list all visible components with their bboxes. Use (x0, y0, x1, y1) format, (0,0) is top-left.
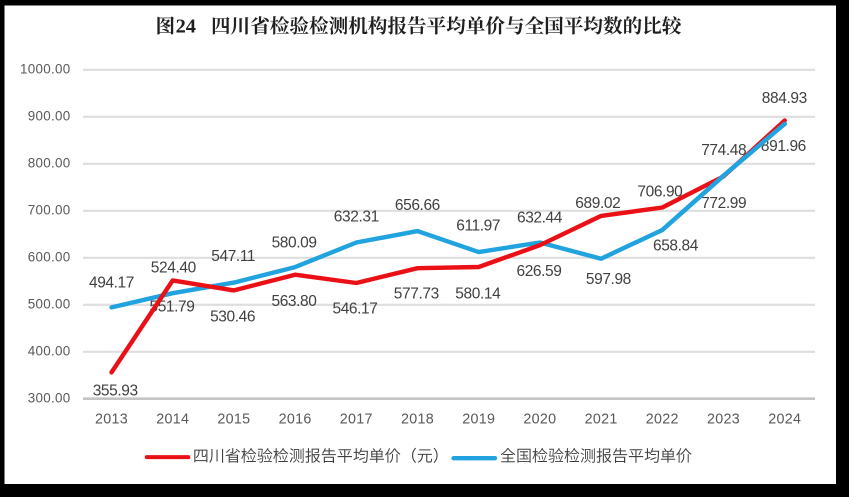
svg-text:800.00: 800.00 (28, 155, 71, 170)
svg-text:891.96: 891.96 (761, 138, 806, 155)
svg-text:563.80: 563.80 (271, 293, 317, 310)
svg-text:500.00: 500.00 (28, 296, 71, 311)
svg-text:2023: 2023 (707, 411, 740, 427)
svg-text:580.14: 580.14 (455, 286, 501, 303)
svg-text:2022: 2022 (646, 411, 679, 427)
svg-text:524.40: 524.40 (151, 260, 197, 277)
svg-text:600.00: 600.00 (28, 249, 71, 264)
svg-text:611.97: 611.97 (456, 217, 500, 234)
svg-text:1000.00: 1000.00 (20, 61, 71, 76)
svg-text:2014: 2014 (156, 411, 189, 427)
svg-text:2019: 2019 (462, 411, 495, 427)
svg-text:530.46: 530.46 (210, 309, 255, 326)
svg-text:547.11: 547.11 (211, 248, 255, 265)
svg-text:706.90: 706.90 (637, 183, 683, 200)
svg-text:689.02: 689.02 (575, 195, 620, 212)
svg-text:884.93: 884.93 (762, 90, 807, 107)
svg-text:700.00: 700.00 (28, 202, 71, 217)
svg-text:546.17: 546.17 (332, 301, 377, 318)
svg-text:577.73: 577.73 (394, 286, 439, 303)
svg-text:626.59: 626.59 (516, 263, 561, 280)
svg-text:597.98: 597.98 (586, 271, 631, 288)
svg-text:2018: 2018 (401, 411, 434, 427)
svg-text:632.44: 632.44 (517, 210, 563, 227)
svg-text:400.00: 400.00 (28, 343, 71, 358)
svg-text:494.17: 494.17 (89, 275, 134, 292)
svg-text:551.79: 551.79 (149, 298, 194, 315)
svg-text:24: 24 (176, 16, 196, 38)
svg-text:2015: 2015 (217, 411, 250, 427)
svg-text:300.00: 300.00 (28, 390, 71, 405)
svg-text:2013: 2013 (95, 411, 128, 427)
svg-text:900.00: 900.00 (28, 108, 71, 123)
svg-text:2017: 2017 (340, 411, 373, 427)
svg-text:355.93: 355.93 (93, 383, 138, 400)
svg-text:656.66: 656.66 (395, 197, 440, 214)
svg-text:2020: 2020 (523, 411, 556, 427)
svg-text:2024: 2024 (768, 411, 801, 427)
svg-text:774.48: 774.48 (701, 142, 746, 159)
svg-text:2016: 2016 (279, 411, 312, 427)
svg-text:632.31: 632.31 (334, 209, 379, 226)
svg-text:772.99: 772.99 (701, 195, 746, 212)
svg-text:580.09: 580.09 (272, 234, 317, 251)
svg-text:2021: 2021 (585, 411, 618, 427)
svg-text:658.84: 658.84 (653, 238, 699, 255)
